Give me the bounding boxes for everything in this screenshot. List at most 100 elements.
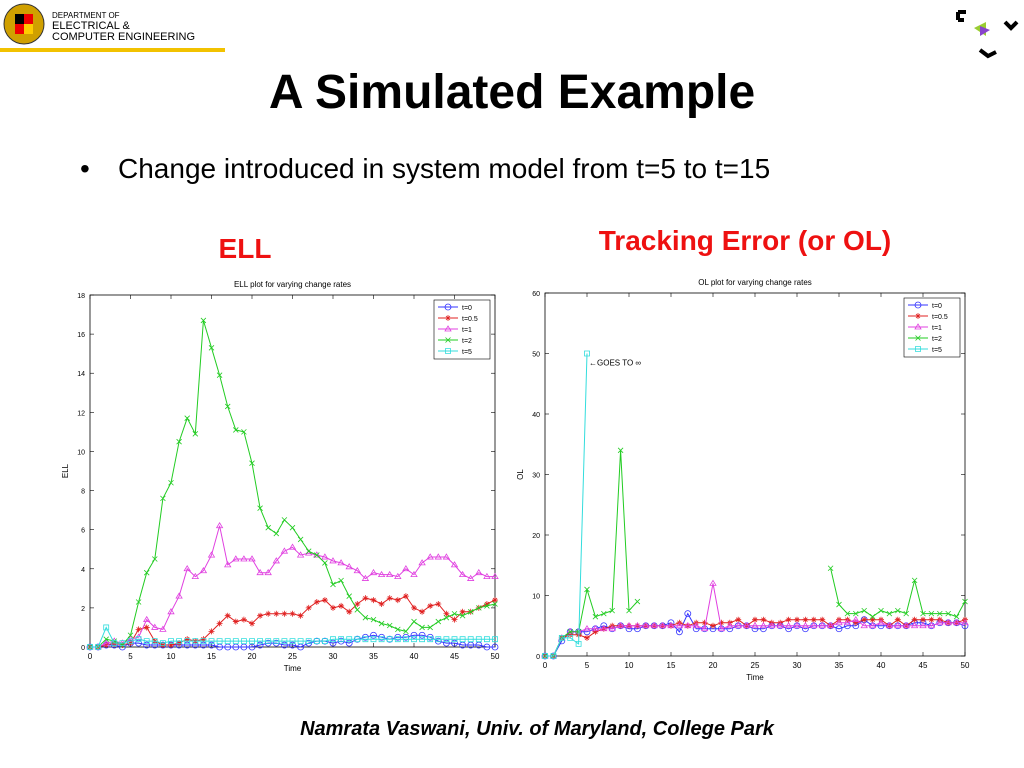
chart-heading: ELL	[219, 233, 272, 264]
series-marker	[961, 618, 969, 626]
series-marker	[353, 566, 362, 574]
legend-label: t=5	[462, 349, 472, 356]
series-marker	[256, 641, 264, 649]
logo-text: ELECTRICAL &	[52, 20, 131, 32]
series-marker	[903, 610, 909, 617]
logo-text: COMPUTER ENGINEERING	[52, 31, 195, 43]
series-marker	[937, 610, 943, 617]
series-marker	[667, 621, 675, 629]
series-marker	[575, 641, 582, 647]
series-marker	[451, 616, 458, 623]
series-marker	[591, 624, 600, 632]
series-marker	[240, 643, 248, 651]
series-marker	[701, 619, 708, 626]
series-marker	[159, 642, 166, 649]
series-marker	[346, 636, 353, 643]
series-marker	[354, 607, 361, 613]
series-marker	[634, 598, 641, 605]
series-marker	[742, 621, 751, 629]
series-marker	[427, 636, 434, 643]
x-tick-label: 35	[835, 661, 844, 670]
series-marker	[734, 621, 742, 629]
series-marker	[184, 415, 190, 421]
series-marker	[920, 610, 926, 617]
series-marker	[354, 636, 361, 643]
series-marker	[305, 638, 312, 645]
series-marker	[459, 641, 467, 649]
series-marker	[127, 638, 134, 645]
series-marker	[232, 643, 240, 651]
series-marker	[208, 345, 215, 351]
series-marker	[265, 610, 272, 617]
chart-heading: Tracking Error (or OL)	[599, 225, 892, 256]
series-marker	[127, 632, 134, 639]
series-marker	[625, 621, 633, 629]
series-marker	[886, 610, 893, 617]
series-marker	[852, 622, 860, 630]
series-marker	[168, 642, 174, 649]
series-marker	[600, 624, 608, 632]
plot-title: OL plot for varying change rates	[698, 278, 812, 287]
logo-shield	[24, 24, 33, 34]
x-tick-label: 45	[450, 652, 459, 661]
series-marker	[819, 616, 826, 623]
y-tick-label: 30	[532, 473, 540, 480]
series-marker	[403, 628, 409, 635]
series-marker	[192, 638, 199, 645]
series-marker	[160, 495, 166, 502]
series-marker	[265, 524, 271, 531]
series-marker	[434, 553, 443, 560]
x-tick-label: 25	[288, 652, 297, 661]
series-marker	[953, 613, 960, 620]
series-marker	[377, 570, 386, 578]
series-marker	[361, 574, 370, 581]
series-marker	[224, 612, 231, 619]
series-marker	[216, 620, 223, 627]
series-marker	[658, 621, 667, 629]
x-tick-label: 40	[877, 661, 886, 670]
series-marker	[427, 602, 434, 609]
x-tick-label: 30	[329, 652, 338, 661]
series-marker	[103, 624, 110, 631]
series-marker	[459, 608, 466, 615]
series-marker	[435, 600, 442, 607]
bullet-text: Change introduced in system model from t…	[118, 153, 770, 184]
series-marker	[911, 577, 918, 584]
series-marker	[435, 636, 442, 643]
series-marker	[249, 638, 255, 645]
series-marker	[419, 608, 426, 615]
series-marker	[550, 653, 557, 659]
series-marker	[370, 631, 377, 639]
series-marker	[483, 572, 491, 579]
series-marker	[160, 640, 166, 646]
x-tick-label: 0	[88, 652, 93, 661]
series-marker	[199, 566, 208, 574]
series-marker	[127, 640, 134, 647]
series-marker	[684, 610, 692, 617]
series-marker	[370, 636, 377, 643]
x-tick-label: 15	[667, 661, 676, 670]
series-marker	[458, 570, 467, 578]
series-marker	[151, 623, 159, 630]
series-marker	[459, 636, 466, 643]
series-marker	[911, 616, 918, 623]
series-marker	[232, 555, 240, 562]
corner-logo	[956, 10, 966, 22]
series-marker	[183, 565, 191, 572]
x-tick-label: 20	[248, 652, 257, 661]
series-marker	[810, 621, 818, 629]
series-marker	[329, 639, 337, 647]
legend-label: t=0.5	[462, 316, 478, 323]
series-marker	[248, 643, 256, 651]
legend-label: t=1	[462, 327, 472, 334]
footer: Namrata Vaswani, Univ. of Maryland, Coll…	[300, 718, 775, 740]
series-marker	[451, 639, 458, 647]
series-marker	[894, 616, 901, 623]
series-marker	[386, 636, 393, 643]
series-marker	[835, 625, 843, 633]
series-marker	[394, 572, 402, 579]
plot-title: ELL plot for varying change rates	[234, 280, 351, 289]
series-marker	[322, 638, 328, 645]
series-marker	[584, 634, 590, 641]
y-tick-label: 0	[81, 645, 85, 652]
